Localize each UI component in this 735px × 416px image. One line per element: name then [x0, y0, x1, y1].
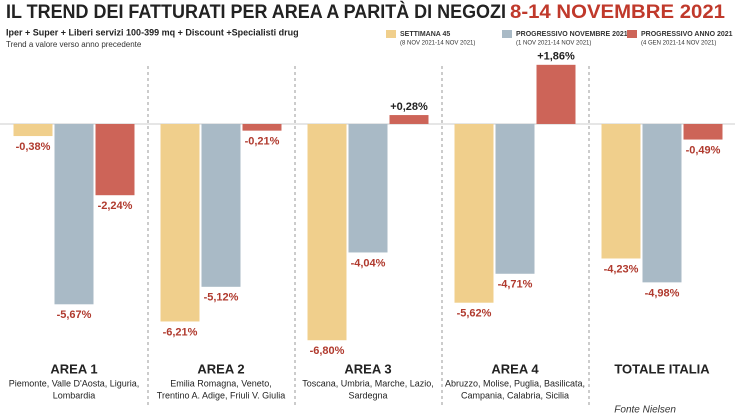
bar: [54, 123, 94, 305]
value-label: -5,62%: [457, 308, 492, 320]
value-label: -5,67%: [57, 309, 92, 321]
legend-label: PROGRESSIVO NOVEMBRE 2021: [516, 31, 628, 38]
category-detail: Abruzzo, Molise, Puglia, Basilicata,: [445, 378, 585, 388]
bar: [307, 123, 347, 341]
category-detail: Sardegna: [348, 390, 387, 400]
category-detail: Toscana, Umbria, Marche, Lazio,: [302, 378, 434, 388]
legend-period: (8 NOV 2021-14 NOV 2021): [400, 41, 475, 47]
category-label: TOTALE ITALIA: [614, 361, 710, 376]
source: Fonte Nielsen: [614, 405, 676, 416]
legend-label: PROGRESSIVO ANNO 2021: [641, 31, 733, 38]
value-label: -4,23%: [604, 263, 639, 275]
category-detail: Campania, Calabria, Sicilia: [461, 390, 569, 400]
category-detail: Piemonte, Valle D'Aosta, Liguria,: [9, 378, 140, 388]
category-label: AREA 4: [491, 361, 539, 376]
bar: [13, 123, 53, 137]
category-label: AREA 2: [197, 361, 244, 376]
bar: [242, 123, 282, 131]
bar: [536, 64, 576, 124]
bar: [389, 115, 429, 124]
subtitle: Iper + Super + Liberi servizi 100-399 mq…: [6, 27, 299, 37]
category-detail: Emilia Romagna, Veneto,: [170, 378, 272, 388]
legend-label: SETTIMANA 45: [400, 31, 450, 38]
bar: [601, 123, 641, 259]
category-detail: Lombardia: [53, 390, 96, 400]
category-detail: Trentino A. Adige, Friuli V. Giulia: [157, 390, 285, 400]
chart-title: IL TREND DEI FATTURATI PER AREA A PARITÀ…: [6, 1, 506, 23]
category-label: AREA 1: [50, 361, 97, 376]
bar: [495, 123, 535, 274]
value-label: -5,12%: [204, 292, 239, 304]
value-label: -2,24%: [98, 200, 133, 212]
bar: [454, 123, 494, 303]
value-label: -4,04%: [351, 257, 386, 269]
bar: [348, 123, 388, 253]
value-label: -0,21%: [245, 136, 280, 148]
value-label: -4,98%: [645, 287, 680, 299]
legend-period: (4 GEN 2021-14 NOV 2021): [641, 41, 716, 47]
category-label: AREA 3: [344, 361, 391, 376]
bar: [201, 123, 241, 287]
value-label: -6,80%: [310, 345, 345, 357]
note: Trend a valore verso anno precedente: [6, 40, 142, 49]
value-label: -4,71%: [498, 279, 533, 291]
value-label: -0,49%: [686, 144, 721, 156]
value-label: -0,38%: [16, 141, 51, 153]
bar: [642, 123, 682, 283]
bar: [683, 123, 723, 140]
legend-swatch: [627, 30, 637, 38]
legend-period: (1 NOV 2021-14 NOV 2021): [516, 41, 591, 47]
bar: [95, 123, 135, 196]
legend-swatch: [502, 30, 512, 38]
value-label: -6,21%: [163, 326, 198, 338]
chart-title-highlight: 8-14 NOVEMBRE 2021: [510, 2, 725, 23]
bar: [160, 123, 200, 322]
value-label: +0,28%: [390, 101, 428, 113]
legend-swatch: [386, 30, 396, 38]
value-label: +1,86%: [537, 51, 575, 63]
